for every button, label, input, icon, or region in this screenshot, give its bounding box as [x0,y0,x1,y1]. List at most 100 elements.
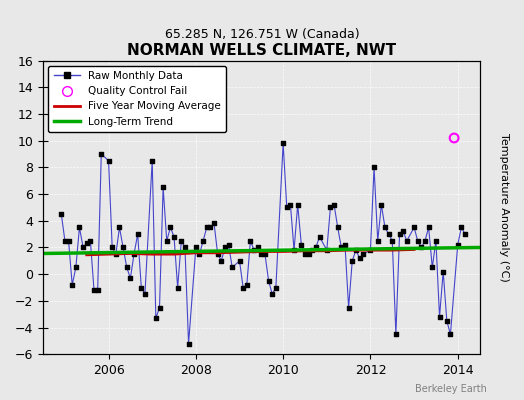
Point [104,158,113,164]
Five Year Moving Average [389,248,396,252]
Raw Monthly Data [462,232,468,236]
Point [137,284,146,291]
Five Year Moving Average [84,252,90,257]
Point [315,234,324,240]
Point [130,251,138,257]
Point [443,318,451,324]
Point [221,244,229,251]
Point [119,244,127,251]
Quality Control Fail [450,135,458,141]
Point [286,202,294,208]
Point [184,340,193,347]
Point [333,224,342,231]
Point [134,231,142,237]
Five Year Moving Average [258,249,265,254]
Point [123,264,131,271]
Raw Monthly Data [422,238,428,243]
Five Year Moving Average [193,250,199,255]
Point [203,224,211,231]
Point [195,251,204,257]
Point [177,238,185,244]
Point [359,251,367,257]
Point [301,251,309,257]
Point [162,238,171,244]
Point [366,247,375,253]
Point [126,275,135,281]
Point [282,204,291,211]
Five Year Moving Average [367,248,374,252]
Point [337,244,345,251]
Point [261,251,269,257]
Point [57,211,66,217]
Point [170,234,178,240]
Point [64,238,73,244]
Point [97,151,105,157]
Raw Monthly Data [280,141,286,146]
Point [377,202,386,208]
Point [323,247,331,253]
Title: NORMAN WELLS CLIMATE, NWT: NORMAN WELLS CLIMATE, NWT [127,43,396,58]
Line: Five Year Moving Average: Five Year Moving Average [87,250,414,255]
Point [432,238,440,244]
Point [435,314,444,320]
Point [79,244,88,251]
Point [265,278,273,284]
Five Year Moving Average [149,252,155,256]
Point [206,224,215,231]
Point [254,244,262,251]
Point [341,242,349,248]
Point [312,244,320,251]
Point [268,291,277,297]
Point [148,158,156,164]
Point [228,264,236,271]
Five Year Moving Average [171,252,177,256]
Point [388,238,397,244]
Point [293,202,302,208]
Point [421,238,429,244]
Raw Monthly Data [429,265,435,270]
Raw Monthly Data [440,269,446,274]
Point [381,224,389,231]
Five Year Moving Average [411,247,417,252]
Point [355,255,364,261]
Five Year Moving Average [214,250,221,255]
Point [250,247,258,253]
Point [417,244,425,251]
Point [396,231,404,237]
Point [348,258,356,264]
Point [330,202,339,208]
Point [402,238,411,244]
Point [424,224,433,231]
Point [370,164,378,170]
Five Year Moving Average [127,251,134,256]
Point [271,284,280,291]
Raw Monthly Data [167,225,173,230]
Point [297,242,305,248]
Point [457,224,465,231]
Point [413,238,422,244]
Point [115,224,124,231]
Point [428,264,436,271]
Point [446,331,455,338]
Point [374,238,382,244]
Point [257,251,266,257]
Point [151,315,160,322]
Five Year Moving Average [324,248,330,253]
Legend: Raw Monthly Data, Quality Control Fail, Five Year Moving Average, Long-Term Tren: Raw Monthly Data, Quality Control Fail, … [48,66,226,132]
Five Year Moving Average [280,249,286,254]
Raw Monthly Data [58,212,64,216]
Point [68,282,77,288]
Point [199,238,208,244]
Point [159,184,167,190]
Point [279,140,287,146]
Point [290,247,298,253]
Point [213,251,222,257]
Point [392,331,400,338]
Point [344,304,353,311]
Point [399,228,407,235]
Point [155,304,163,311]
Point [326,204,335,211]
Raw Monthly Data [433,238,439,243]
Five Year Moving Average [302,248,308,253]
Point [239,284,247,291]
